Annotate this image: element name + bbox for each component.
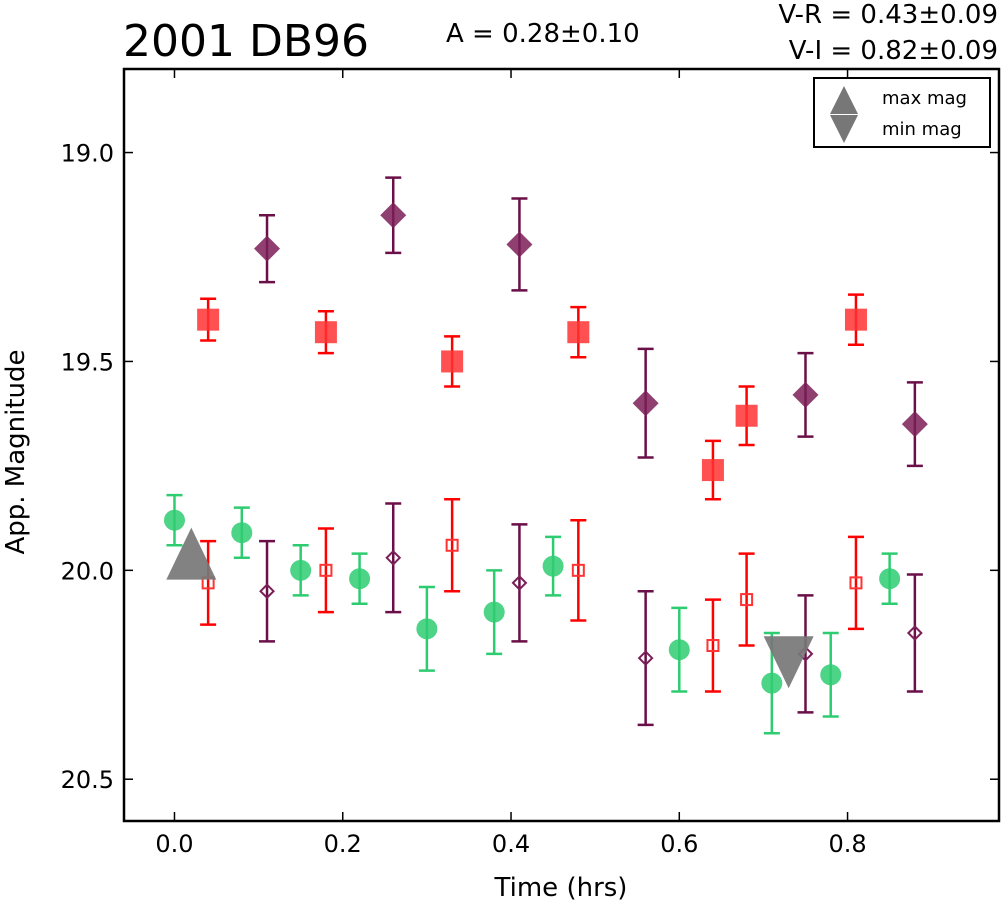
y-axis-label: App. Magnitude [1, 349, 31, 554]
y-tick-label: 19.0 [61, 140, 114, 168]
legend-max-marker [830, 86, 858, 114]
data-point-diamond [254, 235, 281, 262]
color-text-vr: V-R = 0.43±0.09 [778, 0, 998, 30]
data-point-diamond [906, 625, 923, 641]
data-point-square [740, 593, 754, 607]
x-tick-label: 0.8 [828, 830, 866, 858]
data-point-diamond [792, 381, 819, 408]
amplitude-text: A = 0.28±0.10 [446, 19, 640, 49]
data-point-square [706, 639, 720, 653]
data-point-diamond [506, 231, 533, 258]
data-point-circle [349, 568, 371, 590]
data-point-square [567, 321, 590, 344]
max-mag-marker [166, 527, 217, 580]
min-mag-marker [763, 636, 814, 689]
y-tick-label: 20.5 [61, 766, 114, 794]
data-point-circle [290, 559, 312, 581]
x-tick-label: 0.0 [155, 830, 193, 858]
y-tick-label: 20.0 [61, 557, 114, 585]
axes: 0.0 0.2 0.4 0.6 0.8 19.0 19.5 20.0 20.5 [61, 69, 999, 858]
data-point-square [735, 404, 758, 427]
data-point-square [849, 576, 863, 590]
legend-min-label: min mag [882, 119, 962, 140]
data-point-square [844, 308, 867, 331]
data-point-square [701, 459, 724, 482]
data-point-diamond [511, 574, 528, 591]
data-point-diamond [259, 583, 275, 600]
legend-max-label: max mag [882, 88, 967, 109]
chart-title: 2001 DB96 [123, 16, 369, 67]
data-point-circle [668, 639, 690, 661]
data-point-square [441, 350, 464, 373]
data-point-diamond [380, 202, 407, 229]
color-text-vi: V-I = 0.82±0.09 [789, 36, 998, 66]
x-tick-label: 0.6 [660, 830, 698, 858]
data-point-diamond [637, 650, 654, 666]
x-axis-label: Time (hrs) [494, 873, 628, 903]
data-point-circle [820, 664, 842, 686]
data-point-diamond [632, 390, 659, 417]
legend-min-marker [830, 115, 858, 143]
legend: max mag min mag [813, 77, 991, 148]
plot-frame [122, 67, 1001, 823]
data-point-square [445, 538, 459, 552]
x-tick-label: 0.2 [324, 830, 362, 858]
data-point-circle [163, 509, 185, 531]
data-point-square [197, 308, 220, 331]
data-point-circle [542, 555, 564, 577]
data-point-circle [879, 568, 901, 590]
data-point-diamond [901, 411, 928, 438]
plot-area [163, 176, 928, 735]
data-point-square [319, 563, 333, 577]
data-point-diamond [385, 549, 402, 566]
y-tick-label: 19.5 [61, 348, 114, 376]
data-point-circle [231, 522, 253, 544]
data-point-square [571, 563, 585, 577]
data-point-circle [761, 672, 783, 694]
x-tick-label: 0.4 [492, 830, 530, 858]
data-point-circle [416, 618, 438, 640]
data-point-circle [483, 601, 505, 623]
data-point-square [314, 321, 337, 344]
